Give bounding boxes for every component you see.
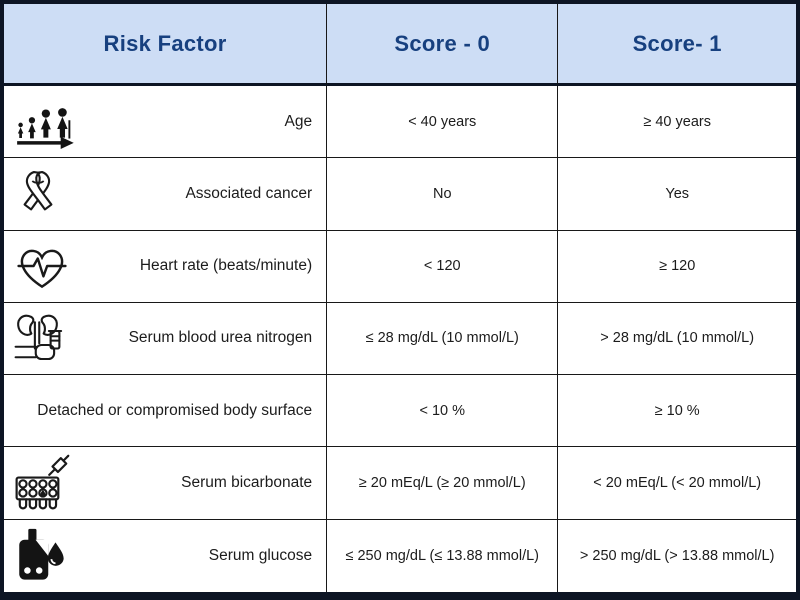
- header-score-0: Score - 0: [327, 4, 559, 86]
- row-glucose-factor: Serum glucose: [4, 519, 328, 592]
- family-aging-icon: [12, 95, 84, 149]
- factor-label: Serum glucose: [208, 546, 313, 564]
- risk-score-table: Risk Factor Score - 0 Score- 1 Age < 40 …: [4, 4, 796, 592]
- row-cancer-score0: No: [327, 158, 559, 231]
- factor-label: Associated cancer: [185, 184, 313, 202]
- row-bicarbonate-score1: < 20 mEq/L (< 20 mmol/L): [558, 447, 796, 520]
- factor-label: Serum bicarbonate: [181, 474, 313, 492]
- row-age-factor: Age: [4, 86, 328, 159]
- cancer-ribbon-icon: [12, 167, 84, 221]
- factor-label: Serum blood urea nitrogen: [128, 329, 313, 347]
- row-heart-rate-score0: < 120: [327, 230, 559, 303]
- row-age-score1: ≥ 40 years: [558, 86, 796, 159]
- row-glucose-score0: ≤ 250 mg/dL (≤ 13.88 mmol/L): [327, 519, 559, 592]
- row-heart-rate-score1: ≥ 120: [558, 230, 796, 303]
- row-bun-factor: Serum blood urea nitrogen: [4, 302, 328, 376]
- kidney-test-icon: [12, 310, 84, 366]
- row-bicarbonate-score0: ≥ 20 mEq/L (≥ 20 mmol/L): [327, 447, 559, 520]
- test-tube-rack-icon: [12, 454, 84, 512]
- row-age-score0: < 40 years: [327, 86, 559, 159]
- factor-label: Detached or compromised body surface: [37, 401, 313, 419]
- row-bun-score0: ≤ 28 mg/dL (10 mmol/L): [327, 302, 559, 376]
- row-heart-rate-factor: Heart rate (beats/minute): [4, 230, 328, 303]
- row-bicarbonate-factor: Serum bicarbonate: [4, 447, 328, 520]
- factor-label: Age: [284, 112, 313, 130]
- row-bun-score1: > 28 mg/dL (10 mmol/L): [558, 302, 796, 376]
- header-risk-factor: Risk Factor: [4, 4, 328, 86]
- row-body-surface-factor: Detached or compromised body surface: [4, 375, 328, 448]
- row-cancer-factor: Associated cancer: [4, 158, 328, 231]
- row-cancer-score1: Yes: [558, 158, 796, 231]
- factor-label: Heart rate (beats/minute): [139, 257, 313, 275]
- row-body-surface-score1: ≥ 10 %: [558, 375, 796, 448]
- header-score-1: Score- 1: [558, 4, 796, 86]
- row-body-surface-score0: < 10 %: [327, 375, 559, 448]
- heart-rate-icon: [12, 240, 84, 292]
- glucometer-icon: [12, 527, 84, 585]
- row-glucose-score1: > 250 mg/dL (> 13.88 mmol/L): [558, 519, 796, 592]
